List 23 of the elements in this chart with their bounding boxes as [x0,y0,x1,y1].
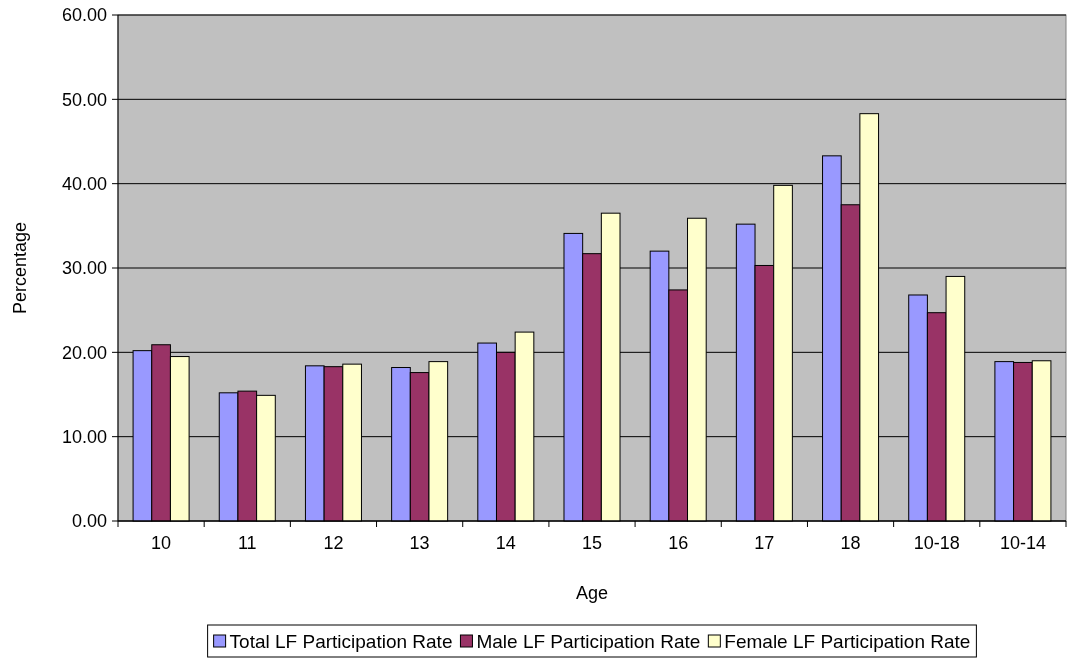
y-tick-label: 40.00 [61,173,107,194]
y-tick-label: 60.00 [61,5,107,26]
y-tick-label: 50.00 [61,89,107,110]
legend-label: Total LF Participation Rate [229,630,453,652]
x-tick-label: 10-18 [913,533,960,553]
y-axis-title: Percentage [10,221,30,315]
y-tick-label: 10.00 [61,426,107,447]
y-tick-label: 30.00 [61,258,107,279]
x-tick-label: 18 [840,533,861,553]
x-tick-label: 10 [151,533,172,553]
legend-label: Female LF Participation Rate [724,630,971,652]
x-tick-label: 16 [668,533,689,553]
x-axis-title: Age [575,583,609,603]
y-tick-label: 0.00 [71,511,107,532]
x-tick-label: 11 [237,533,257,553]
x-tick-label: 15 [581,533,603,553]
legend-label: Male LF Participation Rate [476,630,701,652]
x-tick-label: 17 [754,533,775,553]
x-tick-label: 14 [495,533,516,553]
x-tick-label: 13 [409,533,430,553]
y-tick-label: 20.00 [61,342,107,363]
x-tick-label: 10-14 [999,533,1046,553]
x-tick-label: 12 [323,533,344,553]
